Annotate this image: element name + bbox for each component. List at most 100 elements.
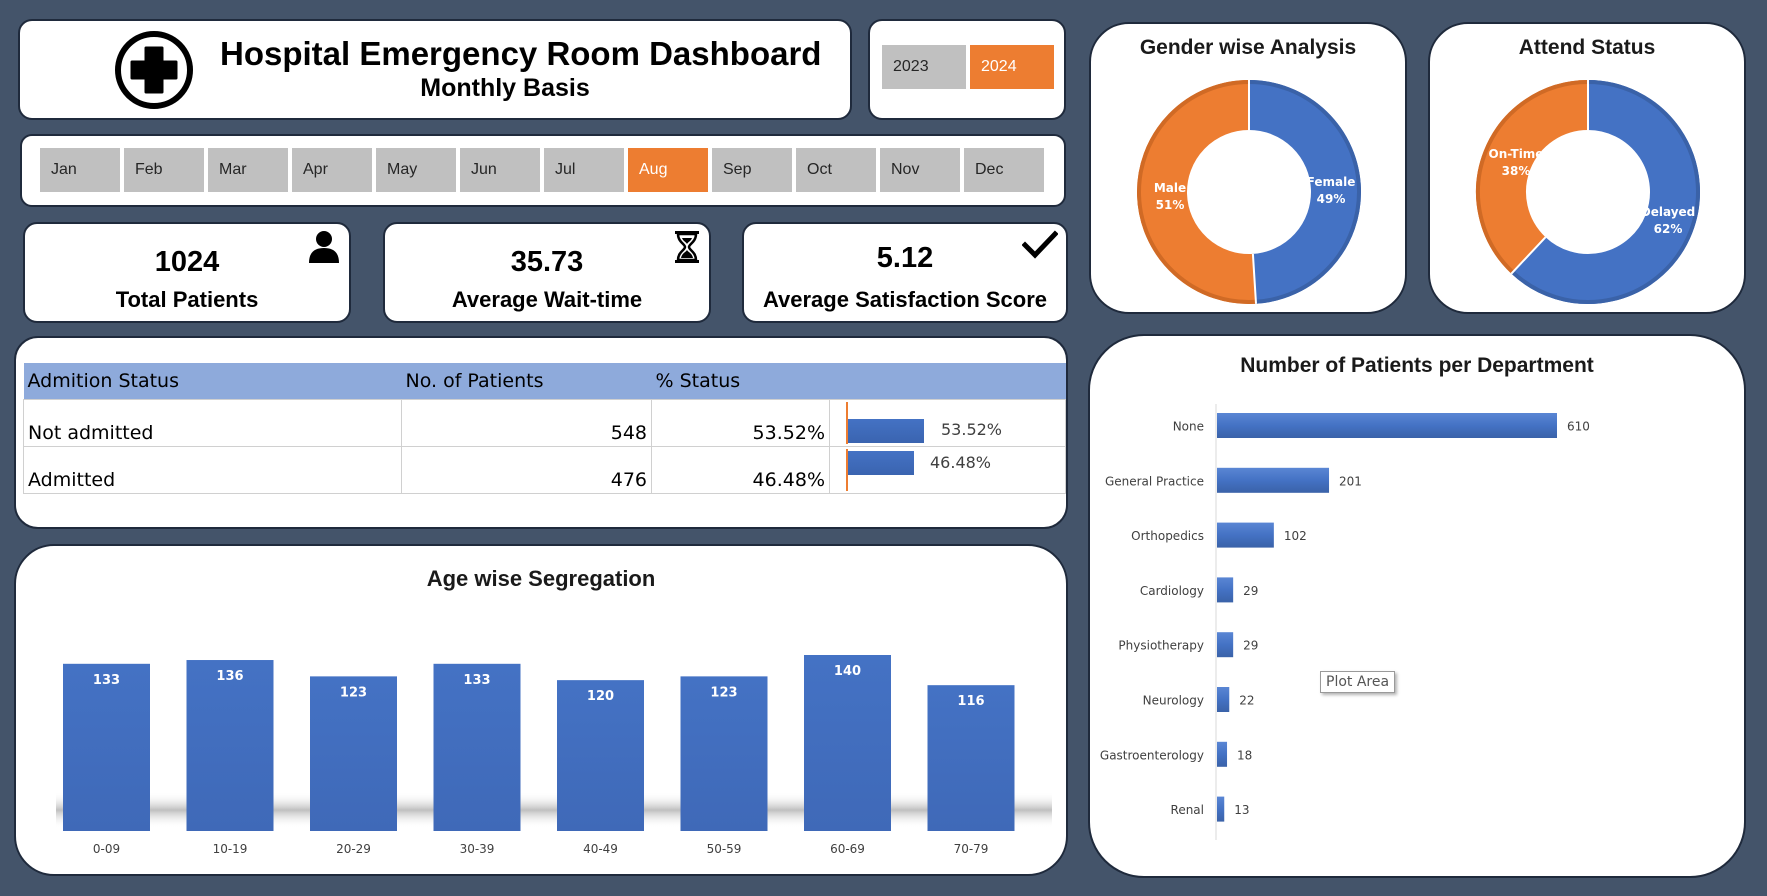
total-patients-label: Total Patients: [115, 287, 259, 312]
department-chart-title: Number of Patients per Department: [1240, 354, 1594, 377]
year-button-2023[interactable]: 2023: [882, 45, 966, 89]
dept-value-label: 29: [1243, 639, 1258, 653]
dept-value-label: 610: [1567, 420, 1590, 434]
month-button-jun[interactable]: Jun: [460, 148, 540, 192]
attend-chart-panel: Attend Status Delayed 62% On-Time 38%: [1428, 22, 1746, 314]
age-bar: [927, 685, 1015, 831]
header-admission-status: Admition Status: [23, 363, 402, 400]
status-cell: Admitted: [23, 446, 402, 494]
table-row: Not admitted 548 53.52% 53.52%: [23, 399, 1067, 447]
databar-axis: [846, 449, 848, 491]
dashboard-title: Hospital Emergency Room Dashboard: [220, 35, 822, 72]
dept-category-label: Orthopedics: [1131, 529, 1204, 543]
kpi-average-satisfaction: 5.12 Average Satisfaction Score: [742, 222, 1068, 323]
kpi-average-wait-time: 35.73 Average Wait-time: [383, 222, 711, 323]
table-header-row: Admition Status No. of Patients % Status: [23, 363, 1066, 400]
attend-donut-chart: Delayed 62% On-Time 38%: [1476, 80, 1700, 304]
age-bar-value: 123: [340, 685, 367, 700]
donut-slice-edge: [1511, 80, 1700, 304]
dept-bar: [1217, 632, 1234, 658]
age-bar-value: 116: [957, 694, 984, 709]
month-button-nov[interactable]: Nov: [880, 148, 960, 192]
percent-cell: 53.52%: [651, 399, 830, 447]
age-tick-label: 50-59: [707, 842, 742, 856]
month-button-jul[interactable]: Jul: [544, 148, 624, 192]
status-cell: Not admitted: [23, 399, 402, 447]
age-chart-title: Age wise Segregation: [426, 566, 656, 591]
dept-bar: [1217, 467, 1330, 493]
month-button-feb[interactable]: Feb: [124, 148, 204, 192]
dept-bar: [1217, 413, 1557, 438]
donut-slice-edge: [1137, 80, 1257, 304]
year-slicer: 2023 2024: [868, 19, 1066, 120]
month-button-jan[interactable]: Jan: [40, 148, 120, 192]
month-button-mar[interactable]: Mar: [208, 148, 288, 192]
patients-cell: 476: [401, 446, 652, 494]
age-bar: [680, 676, 768, 831]
age-bar-value: 120: [587, 689, 614, 704]
donut-label-percent: 62%: [1654, 222, 1683, 236]
age-tick-label: 30-39: [460, 842, 495, 856]
donut-slice-edge: [1248, 80, 1361, 304]
databar-cell: 53.52%: [828, 399, 1067, 447]
donut-label-percent: 51%: [1156, 198, 1185, 212]
donut-label-name: On-Time: [1489, 147, 1544, 161]
month-button-aug[interactable]: Aug: [628, 148, 708, 192]
age-bar: [63, 663, 150, 831]
age-tick-label: 40-49: [583, 842, 618, 856]
header-percent-status: % Status: [651, 363, 1066, 400]
age-bar: [804, 655, 891, 831]
age-chart: 133 0-09 136 10-19 123 20-29 133 30-39 120 40-49 1…: [56, 655, 1052, 856]
donut-separator: [1510, 236, 1547, 275]
donut-label-percent: 38%: [1502, 164, 1531, 178]
donut-slice-male: [1137, 80, 1256, 304]
databar-label: 46.48%: [930, 453, 992, 472]
dept-value-label: 29: [1243, 584, 1258, 598]
average-wait-value: 35.73: [510, 246, 584, 278]
total-patients-value: 1024: [154, 246, 220, 278]
age-chart-panel: Age wise Segregation 133 0-09 136 10-19 123 2…: [14, 544, 1068, 876]
dept-value-label: 201: [1339, 474, 1362, 488]
databar-cell: 46.48%: [828, 446, 1067, 494]
month-button-dec[interactable]: Dec: [964, 148, 1044, 192]
age-tick-label: 60-69: [830, 842, 865, 856]
databar-axis: [846, 402, 848, 444]
databar-label: 53.52%: [941, 420, 1003, 439]
month-button-apr[interactable]: Apr: [292, 148, 372, 192]
age-tick-label: 20-29: [336, 842, 371, 856]
dept-bar: [1217, 687, 1230, 712]
gender-chart-panel: Gender wise Analysis Female 49% Male 51%: [1089, 22, 1407, 314]
admission-status-table: Admition Status No. of Patients % Status…: [23, 363, 1067, 494]
donut-label-percent: 49%: [1317, 192, 1346, 206]
dept-category-label: Neurology: [1143, 694, 1204, 708]
age-tick-label: 70-79: [954, 842, 989, 856]
month-button-oct[interactable]: Oct: [796, 148, 876, 192]
average-wait-label: Average Wait-time: [451, 287, 643, 312]
donut-slice-female: [1248, 80, 1361, 304]
age-bar-value: 133: [463, 673, 490, 688]
dept-category-label: Gastroenterology: [1100, 748, 1204, 762]
month-slicer: Jan Feb Mar Apr May Jun Jul Aug Sep Oct Nov Dec: [20, 134, 1066, 207]
donut-slice-delayed: [1511, 80, 1700, 304]
checkmark-icon: [1022, 230, 1058, 259]
dept-category-label: Renal: [1171, 803, 1204, 817]
databar: [848, 451, 914, 475]
dept-category-label: General Practice: [1105, 474, 1204, 488]
admission-status-panel: Admition Status No. of Patients % Status…: [14, 336, 1068, 529]
kpi-total-patients: 1024 Total Patients: [23, 222, 351, 323]
dept-category-label: Physiotherapy: [1118, 639, 1204, 653]
donut-label-name: Delayed: [1641, 205, 1696, 219]
age-tick-label: 0-09: [93, 842, 120, 856]
hourglass-icon: [675, 231, 699, 263]
dept-category-label: None: [1173, 420, 1204, 434]
month-button-may[interactable]: May: [376, 148, 456, 192]
plot-area-tooltip: Plot Area: [1320, 671, 1396, 693]
month-button-sep[interactable]: Sep: [712, 148, 792, 192]
year-button-2024[interactable]: 2024: [970, 45, 1054, 89]
age-bar-value: 123: [710, 685, 737, 700]
donut-slice-edge: [1476, 80, 1589, 274]
table-row: Admitted 476 46.48% 46.48%: [23, 446, 1067, 494]
age-bar: [186, 660, 274, 831]
age-bar-value: 140: [834, 664, 861, 679]
dept-value-label: 102: [1284, 529, 1307, 543]
